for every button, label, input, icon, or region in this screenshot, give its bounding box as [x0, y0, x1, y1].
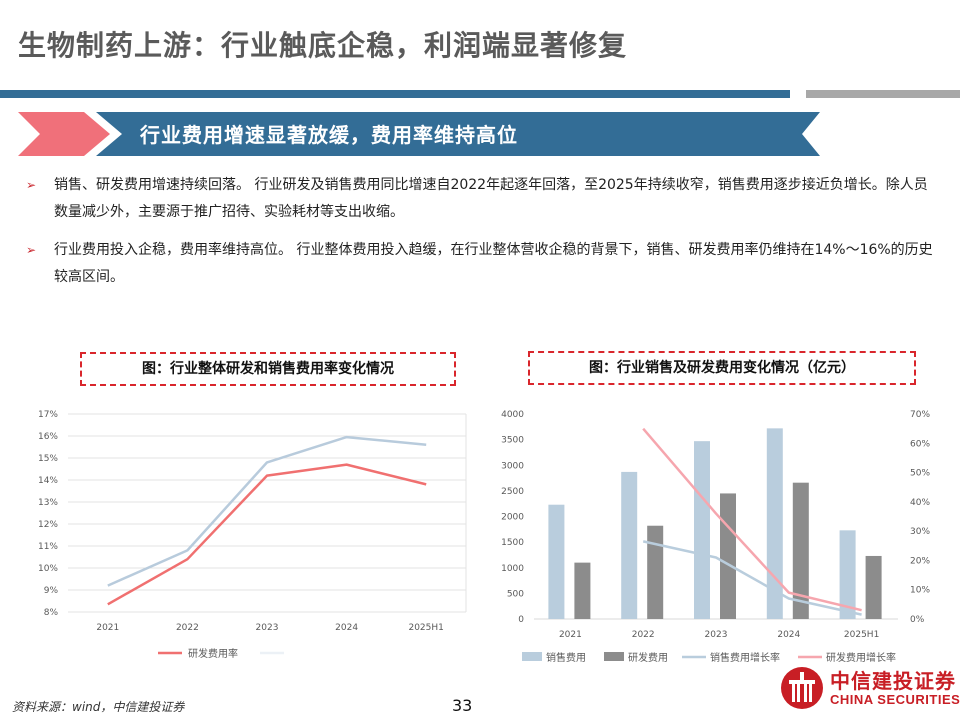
bullet-arrow-icon: ➢ [26, 243, 37, 257]
y2-tick-label: 0% [910, 615, 925, 625]
bar [839, 530, 856, 619]
y-tick-label: 14% [38, 476, 58, 486]
y2-tick-label: 40% [910, 498, 930, 508]
legend-label: 研发费用 [628, 651, 668, 664]
page-number: 33 [452, 696, 473, 715]
y-tick-label: 8% [44, 608, 59, 618]
bar [792, 482, 809, 619]
y2-tick-label: 20% [910, 556, 930, 566]
y-tick-label: 15% [38, 454, 58, 464]
y-tick-label: 1000 [501, 564, 524, 574]
y-tick-label: 10% [38, 564, 58, 574]
series-line [107, 463, 427, 606]
bar [865, 555, 882, 619]
y-tick-label: 16% [38, 432, 58, 442]
source-note: 资料来源：wind，中信建投证券 [12, 700, 185, 714]
bar [720, 493, 736, 619]
company-logo: 中信建投证券 CHINA SECURITIES [780, 664, 960, 714]
y-tick-label: 9% [44, 586, 59, 596]
bar [548, 504, 565, 619]
x-tick-label: 2021 [559, 630, 582, 640]
y2-tick-label: 50% [910, 469, 930, 479]
bar [621, 471, 638, 619]
logo-emblem-icon [781, 667, 823, 709]
expense-ratio-svg: 8% 9% 10% 11% 12% 13% 14% 15% 16% 17% 2021 2022 2023… [38, 410, 467, 660]
bullet-text: 销售、研发费用增速持续回落。 行业研发及销售费用同比增速自2022年起逐年回落，… [54, 177, 928, 220]
legend-label: 销售费用 [546, 651, 586, 664]
bullet-arrow-icon: ➢ [26, 178, 37, 192]
y-tick-label: 3500 [501, 436, 524, 446]
x-tick-label: 2023 [705, 630, 728, 640]
title-rule-left [0, 90, 790, 98]
expense-amount-chart: 0 500 1000 1500 2000 2500 3000 3500 4000 0% 10% 20%… [480, 400, 950, 672]
x-tick-label: 2025H1 [408, 623, 443, 633]
bar [694, 441, 710, 619]
y-tick-label: 4000 [501, 410, 524, 420]
y-tick-label: 13% [38, 498, 58, 508]
legend-label: 研发费用增长率 [826, 651, 896, 664]
title-rule-right [806, 90, 960, 98]
y2-tick-label: 70% [910, 410, 930, 420]
logo-name-cn: 中信建投证券 [830, 669, 956, 693]
y-tick-label: 11% [38, 542, 58, 552]
banner-title: 行业费用增速显著放缓，费用率维持高位 [140, 123, 518, 147]
legend-swatch [522, 652, 542, 661]
y-tick-label: 2500 [501, 487, 524, 497]
growth-line [642, 540, 862, 616]
y-tick-label: 500 [507, 589, 524, 599]
x-tick-label: 2021 [96, 623, 119, 633]
y-tick-label: 17% [38, 410, 58, 420]
bar [574, 562, 591, 619]
y-tick-label: 0 [518, 615, 524, 625]
figure-title-right: 图：行业销售及研发费用变化情况（亿元） [528, 351, 916, 385]
y-tick-label: 3000 [501, 461, 524, 471]
legend-label: 销售费用增长率 [710, 651, 780, 664]
y-tick-label: 12% [38, 520, 58, 530]
x-tick-label: 2024 [777, 630, 800, 640]
bullet-text: 行业费用投入企稳，费用率维持高位。 行业整体费用投入趋缓，在行业整体营收企稳的背… [54, 242, 933, 285]
x-tick-label: 2024 [335, 623, 358, 633]
x-tick-label: 2025H1 [844, 630, 879, 640]
page-title: 生物制药上游：行业触底企稳，利润端显著修复 [18, 29, 628, 62]
bar [647, 525, 664, 619]
section-banner: 行业费用增速显著放缓，费用率维持高位 [18, 112, 820, 156]
x-tick-label: 2022 [632, 630, 655, 640]
x-tick-label: 2023 [256, 623, 279, 633]
growth-line [642, 427, 862, 612]
y2-tick-label: 60% [910, 439, 930, 449]
legend-swatch [604, 652, 624, 661]
bullet-item: ➢ 行业费用投入企稳，费用率维持高位。 行业整体费用投入趋缓，在行业整体营收企稳… [26, 237, 938, 291]
logo-name-en: CHINA SECURITIES [830, 692, 960, 707]
bullet-item: ➢ 销售、研发费用增速持续回落。 行业研发及销售费用同比增速自2022年起逐年回… [26, 172, 938, 226]
expense-amount-svg: 0 500 1000 1500 2000 2500 3000 3500 4000 0% 10% 20%… [501, 410, 930, 664]
y2-tick-label: 30% [910, 527, 930, 537]
y-tick-label: 1500 [501, 538, 524, 548]
legend-label: 研发费用率 [188, 647, 238, 660]
banner-shape [18, 112, 820, 156]
x-tick-label: 2022 [176, 623, 199, 633]
series-line [107, 435, 427, 587]
y-tick-label: 2000 [501, 513, 524, 523]
expense-ratio-chart: 8% 9% 10% 11% 12% 13% 14% 15% 16% 17% 2021 2022 2023… [26, 400, 470, 672]
figure-title-left: 图：行业整体研发和销售费用率变化情况 [80, 352, 456, 386]
y2-tick-label: 10% [910, 586, 930, 596]
